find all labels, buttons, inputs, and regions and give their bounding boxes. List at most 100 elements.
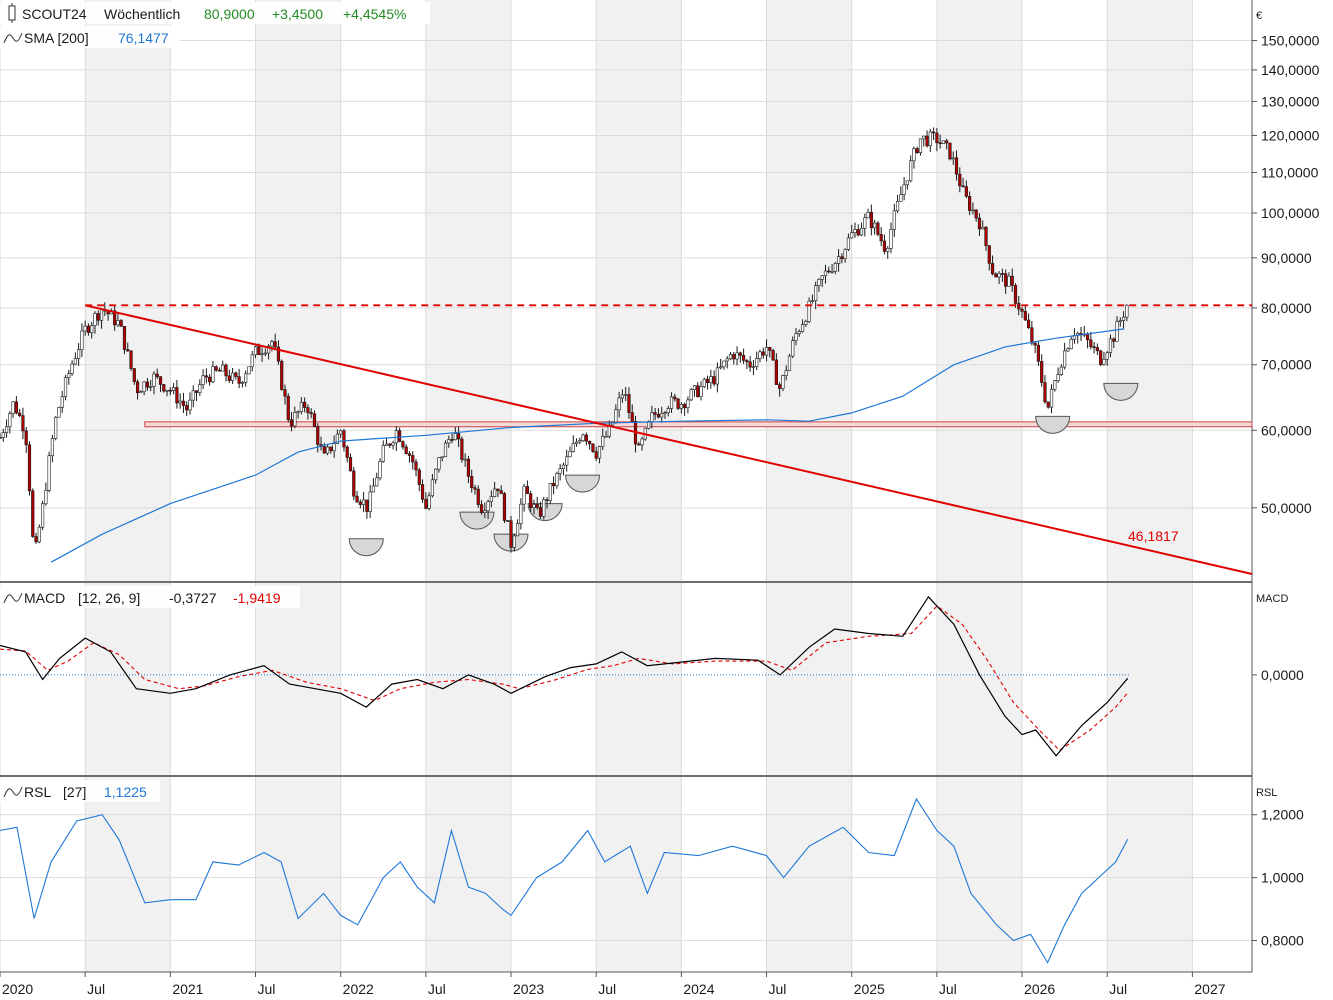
macd-params: [12, 26, 9] [78,590,140,606]
candle-body [886,248,890,252]
candle-body [794,333,798,341]
candle-body [63,377,68,397]
x-tick-label: Jul [428,981,446,997]
candle-body [1099,350,1103,365]
axes: 2020 Jul 2021 Jul 2022 Jul 2023 Jul 2024 Jul 2025 J… [0,33,1320,997]
candle-body [755,358,759,367]
y-tick-label: 50,0000 [1261,500,1312,516]
candle-body [725,358,729,362]
rsl-value: 1,1225 [104,784,147,800]
currency-label: € [1256,10,1262,22]
candle-body [60,396,64,408]
candle-body [1000,273,1004,275]
macd-panel [0,595,1130,757]
candle-body [204,375,208,378]
period-band [936,0,1023,972]
candle-body [54,416,58,439]
y-tick-label: 150,0000 [1261,33,1320,49]
candle-body [1115,321,1119,342]
sma-200-line [50,328,1125,563]
candle-body [948,142,952,160]
indicator-icon [3,32,23,44]
candle-body [312,413,317,427]
candle-body [44,489,48,505]
candle-body [296,411,300,413]
candle-body [1089,339,1093,348]
candle-body [329,446,333,452]
candle-body [984,226,988,247]
y-tick-label: 130,0000 [1261,93,1320,109]
candle-body [368,491,372,512]
candle-body [93,313,97,326]
candle-body [234,372,238,377]
period-band [425,0,512,972]
candle-body [738,352,742,356]
candle-body [1059,366,1063,375]
candle-body [1017,303,1021,310]
candle-body [833,263,837,272]
candle-body [771,350,775,361]
candle-body [669,396,674,409]
candle-body [1092,346,1096,349]
candle-body [217,369,222,372]
candle-body [650,412,654,422]
candle-body [1095,347,1099,352]
candle-body [188,399,192,411]
candle-body [764,347,769,356]
candle-body [430,479,435,497]
candle-body [774,359,778,385]
candle-body [247,366,251,375]
candle-body [339,430,343,435]
candle-body [96,313,100,321]
candle-body [548,483,552,502]
y-tick-label: 120,0000 [1261,127,1320,143]
x-tick-label: Jul [769,981,787,997]
candle-body [460,438,464,460]
candle-body [1,432,5,438]
candle-body [214,366,218,371]
candle-body [679,404,683,409]
candle-body [742,355,746,361]
candle-body [640,438,644,446]
candle-body [404,446,408,454]
period-band [596,0,682,972]
candle-body [925,135,929,147]
candle-body [57,407,61,418]
support-zone [144,421,1253,428]
x-tick-label: Jul [598,981,616,997]
candle-body [420,484,425,500]
candle-body [476,488,480,505]
candle-body [1013,285,1018,304]
candle-body [286,395,290,420]
x-tick-label: 2026 [1024,981,1055,997]
candle-body [574,441,579,444]
candle-body [620,394,624,399]
candle-body [113,310,117,326]
candle-body [843,249,847,259]
candle-body [129,350,133,369]
candle-body [306,407,310,413]
candle-body [181,400,186,406]
y-tick-label: 90,0000 [1261,250,1312,266]
candle-body [240,382,245,384]
candle-body [8,413,12,428]
x-tick-label: Jul [1109,981,1127,997]
candle-body [807,300,811,322]
candle-body [388,443,392,446]
candle-body [257,346,261,355]
indicator-icon [3,786,23,798]
candle-body [748,361,752,368]
candle-body [289,419,294,427]
x-tick-label: 2025 [854,981,885,997]
candle-body [145,381,150,388]
candle-body [601,436,605,447]
candle-body [918,138,923,153]
candle-body [758,351,762,359]
candle-body [676,398,680,409]
candle-body [158,376,163,385]
candle-body [683,404,687,409]
candle-body [237,376,241,384]
macd-axis-label: MACD [1256,593,1288,605]
candle-body [931,131,936,134]
candle-body [981,226,985,230]
